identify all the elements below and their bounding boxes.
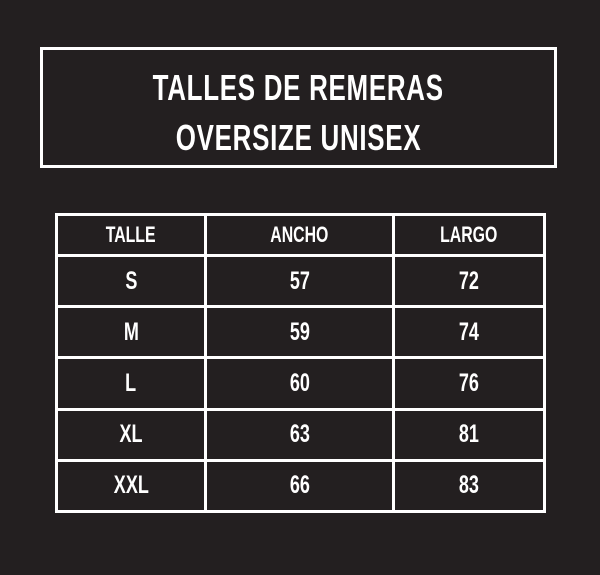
cell-length: 72: [391, 253, 547, 309]
table-row: XL 63 81: [54, 407, 547, 462]
table-row: XXL 66 83: [54, 458, 547, 514]
title-box: TALLES DE REMERAS OVERSIZE UNISEX: [40, 47, 557, 168]
cell-length: 83: [391, 458, 547, 514]
cell-size: XL: [54, 407, 208, 462]
cell-width: 60: [204, 356, 395, 411]
header-talle: TALLE: [54, 213, 208, 257]
table-row: M 59 74: [54, 305, 547, 360]
table-row: L 60 76: [54, 356, 547, 411]
cell-length: 81: [391, 407, 547, 462]
cell-length: 74: [391, 305, 547, 360]
cell-length: 76: [391, 356, 547, 411]
title-text-2: OVERSIZE UNISEX: [175, 117, 422, 158]
cell-width: 57: [204, 253, 395, 309]
cell-size: L: [54, 356, 208, 411]
title-text-1: TALLES DE REMERAS: [152, 67, 445, 108]
cell-width: 66: [204, 458, 395, 514]
title-line-2: OVERSIZE UNISEX: [43, 118, 554, 158]
title-line-1: TALLES DE REMERAS: [43, 68, 554, 108]
header-largo: LARGO: [391, 213, 547, 257]
table-row: S 57 72: [54, 253, 547, 309]
header-ancho: ANCHO: [204, 213, 395, 257]
cell-width: 59: [204, 305, 395, 360]
cell-width: 63: [204, 407, 395, 462]
table-header-row: TALLE ANCHO LARGO: [54, 213, 547, 257]
size-table: TALLE ANCHO LARGO S 57 72 M 59 74 L 60 7…: [54, 213, 547, 514]
cell-size: XXL: [54, 458, 208, 514]
cell-size: M: [54, 305, 208, 360]
cell-size: S: [54, 253, 208, 309]
